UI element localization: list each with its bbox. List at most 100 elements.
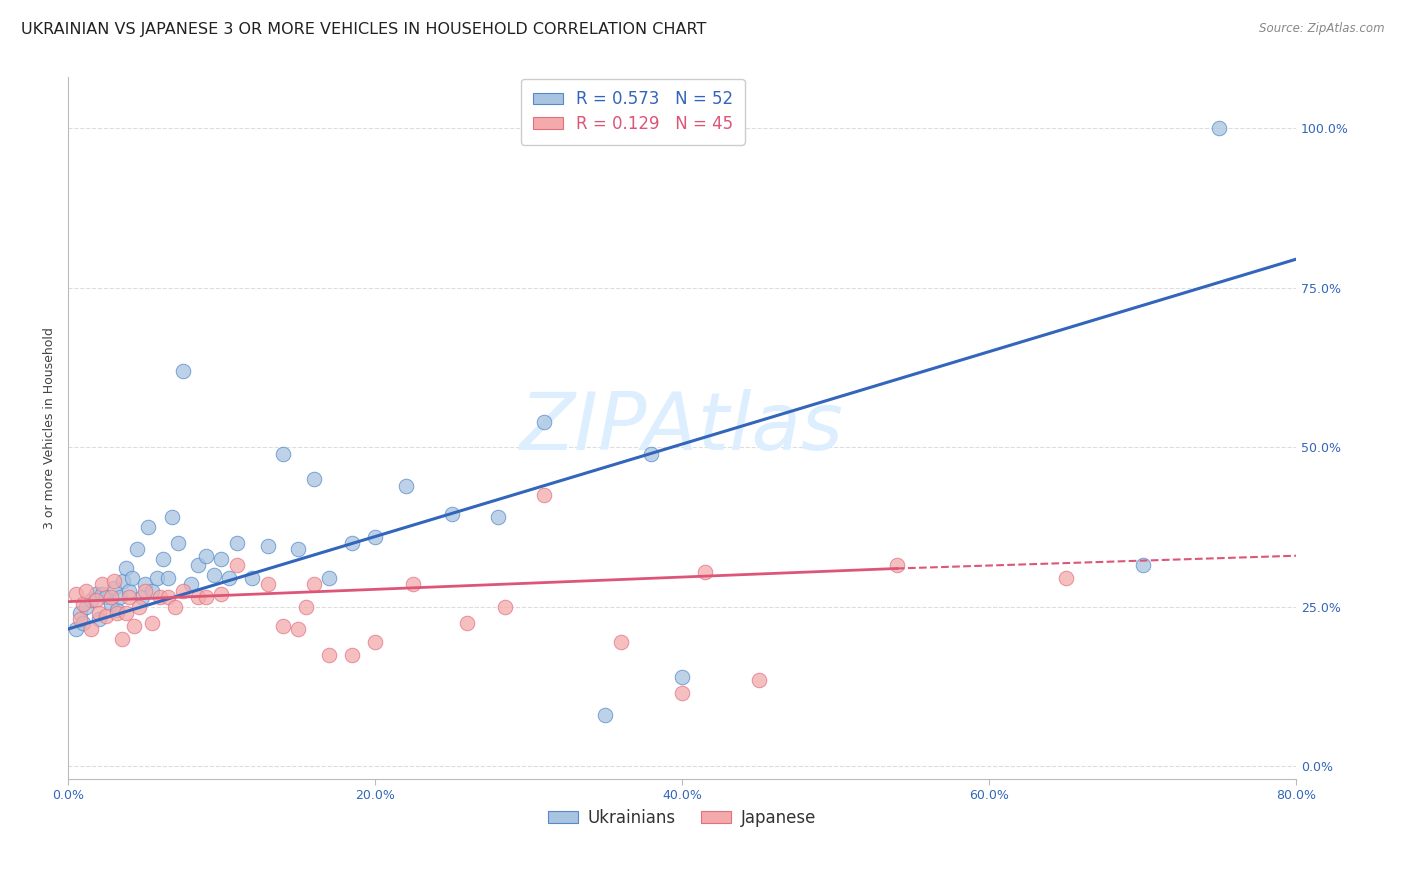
Point <box>364 635 387 649</box>
Point <box>1054 571 1077 585</box>
Point <box>103 574 125 589</box>
Point <box>149 590 172 604</box>
Point <box>134 583 156 598</box>
Point <box>90 587 112 601</box>
Point <box>75 583 97 598</box>
Point <box>172 583 194 598</box>
Point <box>100 597 122 611</box>
Point <box>75 599 97 614</box>
Point <box>593 708 616 723</box>
Point <box>1208 121 1230 136</box>
Point <box>141 583 163 598</box>
Point <box>141 615 163 630</box>
Point <box>122 619 145 633</box>
Point <box>172 364 194 378</box>
Point <box>112 574 135 589</box>
Point <box>167 536 190 550</box>
Point <box>256 539 278 553</box>
Point <box>225 558 247 573</box>
Point <box>1132 558 1154 573</box>
Point <box>187 558 209 573</box>
Y-axis label: 3 or more Vehicles in Household: 3 or more Vehicles in Household <box>44 327 56 529</box>
Point <box>364 530 387 544</box>
Point <box>125 542 148 557</box>
Point <box>402 577 425 591</box>
Point <box>121 571 143 585</box>
Point <box>456 615 478 630</box>
Point <box>225 536 247 550</box>
Point <box>494 599 516 614</box>
Point <box>118 583 141 598</box>
Point <box>156 590 179 604</box>
Point <box>87 606 110 620</box>
Point <box>96 590 118 604</box>
Text: UKRAINIAN VS JAPANESE 3 OR MORE VEHICLES IN HOUSEHOLD CORRELATION CHART: UKRAINIAN VS JAPANESE 3 OR MORE VEHICLES… <box>21 22 706 37</box>
Point <box>287 622 309 636</box>
Point <box>340 536 363 550</box>
Point <box>118 590 141 604</box>
Text: ZIPAtlas: ZIPAtlas <box>520 389 844 467</box>
Point <box>240 571 263 585</box>
Point <box>65 622 87 636</box>
Point <box>218 571 240 585</box>
Point <box>134 577 156 591</box>
Point <box>440 508 463 522</box>
Point <box>340 648 363 662</box>
Point <box>271 447 294 461</box>
Point <box>69 606 91 620</box>
Point <box>115 561 138 575</box>
Point <box>671 670 693 684</box>
Legend: Ukrainians, Japanese: Ukrainians, Japanese <box>541 803 823 834</box>
Point <box>886 558 908 573</box>
Point <box>105 603 128 617</box>
Point <box>80 622 103 636</box>
Point <box>318 648 340 662</box>
Point <box>105 606 128 620</box>
Point <box>156 571 179 585</box>
Point <box>195 590 218 604</box>
Point <box>195 549 218 563</box>
Point <box>533 488 555 502</box>
Point <box>211 587 233 601</box>
Point <box>72 597 94 611</box>
Point <box>108 590 131 604</box>
Point <box>65 587 87 601</box>
Point <box>128 599 150 614</box>
Point <box>146 571 169 585</box>
Point <box>318 571 340 585</box>
Point <box>131 590 153 604</box>
Point <box>256 577 278 591</box>
Point <box>84 593 107 607</box>
Point <box>69 612 91 626</box>
Point <box>84 587 107 601</box>
Point <box>693 565 716 579</box>
Point <box>111 632 134 646</box>
Point <box>187 590 209 604</box>
Point <box>748 673 770 687</box>
Point <box>96 609 118 624</box>
Point <box>100 590 122 604</box>
Point <box>271 619 294 633</box>
Point <box>180 577 202 591</box>
Point <box>609 635 631 649</box>
Point <box>671 686 693 700</box>
Point <box>202 567 225 582</box>
Point <box>533 415 555 429</box>
Point <box>395 478 418 492</box>
Point <box>162 510 184 524</box>
Point <box>211 552 233 566</box>
Point <box>302 577 325 591</box>
Text: Source: ZipAtlas.com: Source: ZipAtlas.com <box>1260 22 1385 36</box>
Point <box>72 615 94 630</box>
Point <box>87 612 110 626</box>
Point <box>80 593 103 607</box>
Point <box>165 599 187 614</box>
Point <box>152 552 174 566</box>
Point <box>302 472 325 486</box>
Point <box>486 510 509 524</box>
Point <box>287 542 309 557</box>
Point <box>136 520 159 534</box>
Point <box>640 447 662 461</box>
Point <box>90 577 112 591</box>
Point <box>103 581 125 595</box>
